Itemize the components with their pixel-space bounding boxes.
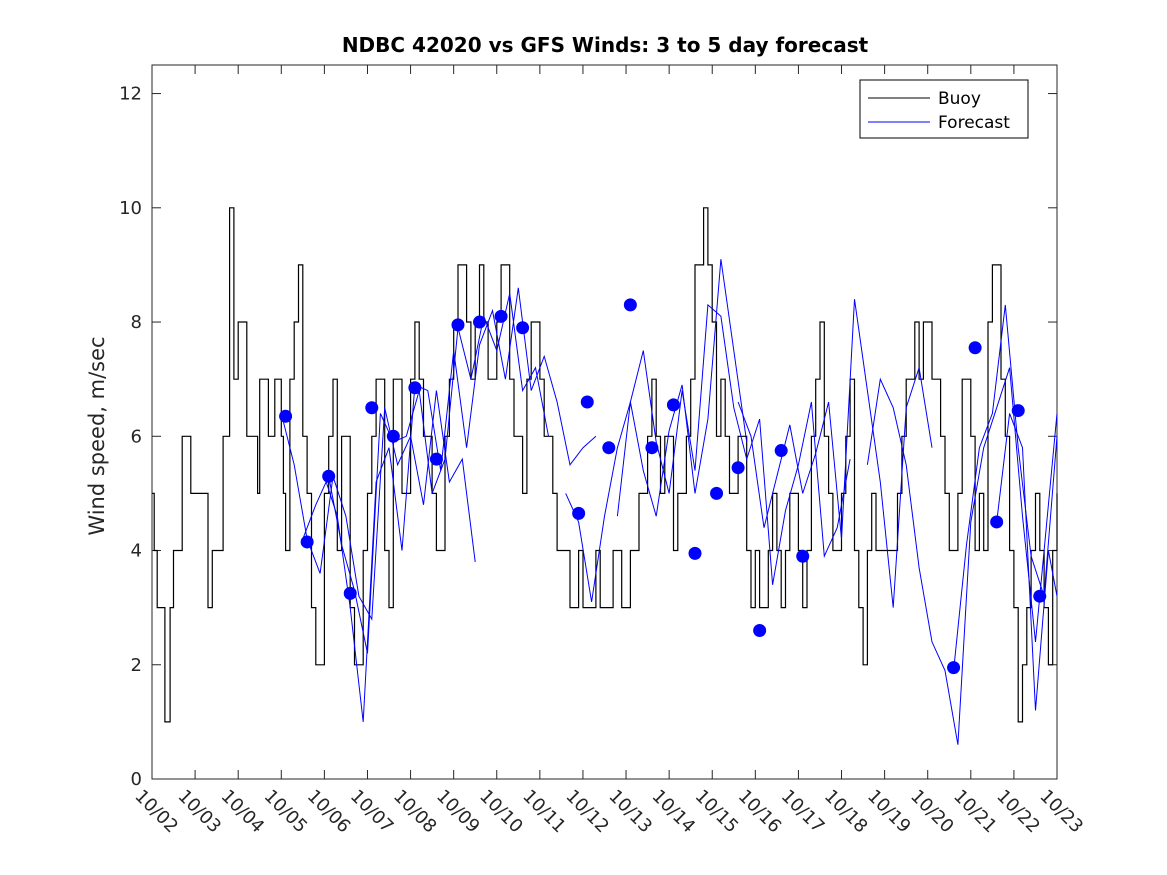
forecast-line [737,299,933,608]
legend: Buoy Forecast [859,79,1029,139]
forecast-point [386,429,400,443]
forecast-line [280,390,476,621]
forecast-point [623,298,637,312]
forecast-point [645,441,659,455]
forecast-point [580,395,594,409]
x-tick-label: 10/02 [130,786,182,838]
x-tick-label: 10/03 [174,786,226,838]
forecast-line [953,304,1058,671]
x-tick-label: 10/13 [605,786,657,838]
x-tick-label: 10/17 [777,786,829,838]
forecast-point [710,486,724,500]
forecast-point [774,444,788,458]
forecast-point [753,623,767,637]
x-tick-label: 10/14 [648,786,700,838]
legend-box [859,79,1029,139]
forecast-point [572,506,586,520]
x-tick-label: 10/21 [949,786,1001,838]
forecast-points [279,298,1047,675]
x-tick-label: 10/15 [691,786,743,838]
x-tick-label: 10/11 [518,786,570,838]
x-tick-label: 10/05 [260,786,312,838]
y-tick-label: 12 [119,84,142,105]
forecast-point [494,309,508,323]
y-tick-label: 8 [131,312,142,333]
y-tick-label: 0 [131,769,142,790]
forecast-point [666,398,680,412]
buoy-line [152,207,1058,723]
x-tick-label: 10/12 [561,786,613,838]
x-tick-label: 10/16 [734,786,786,838]
x-tick-label: 10/20 [906,786,958,838]
y-tick-label: 10 [119,198,142,219]
y-tick-label: 6 [131,426,142,447]
forecast-point [1011,404,1025,418]
chart-title: NDBC 42020 vs GFS Winds: 3 to 5 day fore… [342,33,869,57]
x-tick-label: 10/23 [1035,786,1087,838]
forecast-point [1033,589,1047,603]
x-tick-label: 10/10 [475,786,527,838]
y-tick-label: 4 [131,541,142,562]
forecast-point [451,318,465,332]
forecast-point [947,661,961,675]
forecast-point [429,452,443,466]
forecast-series [280,259,1058,745]
forecast-line [616,303,851,585]
forecast-point [279,409,293,423]
y-axis: 0 2 4 6 8 10 12 [119,84,1057,790]
x-tick-label: 10/07 [346,786,398,838]
forecast-line [302,293,549,654]
y-axis-label: Wind speed, m/sec [85,336,109,535]
x-tick-label: 10/09 [432,786,484,838]
x-tick-label: 10/04 [217,786,269,838]
forecast-point [731,461,745,475]
forecast-point [968,341,982,355]
forecast-point [343,586,357,600]
x-tick-label: 10/08 [389,786,441,838]
x-tick-label: 10/18 [820,786,872,838]
forecast-line [996,413,1058,711]
forecast-point [408,381,422,395]
forecast-point [473,315,487,329]
forecast-point [516,321,530,335]
forecast-point [990,515,1004,529]
forecast-point [602,441,616,455]
x-tick-label: 10/06 [303,786,355,838]
forecast-point [688,546,702,560]
legend-forecast-label: Forecast [938,113,1010,133]
forecast-point [300,535,314,549]
forecast-point [322,469,336,483]
forecast-line [323,287,597,722]
x-tick-label: 10/22 [992,786,1044,838]
forecast-point [365,401,379,415]
legend-buoy-label: Buoy [938,89,981,109]
buoy-series [152,207,1058,723]
y-tick-label: 2 [131,655,142,676]
x-tick-label: 10/19 [863,786,915,838]
forecast-point [796,549,810,563]
